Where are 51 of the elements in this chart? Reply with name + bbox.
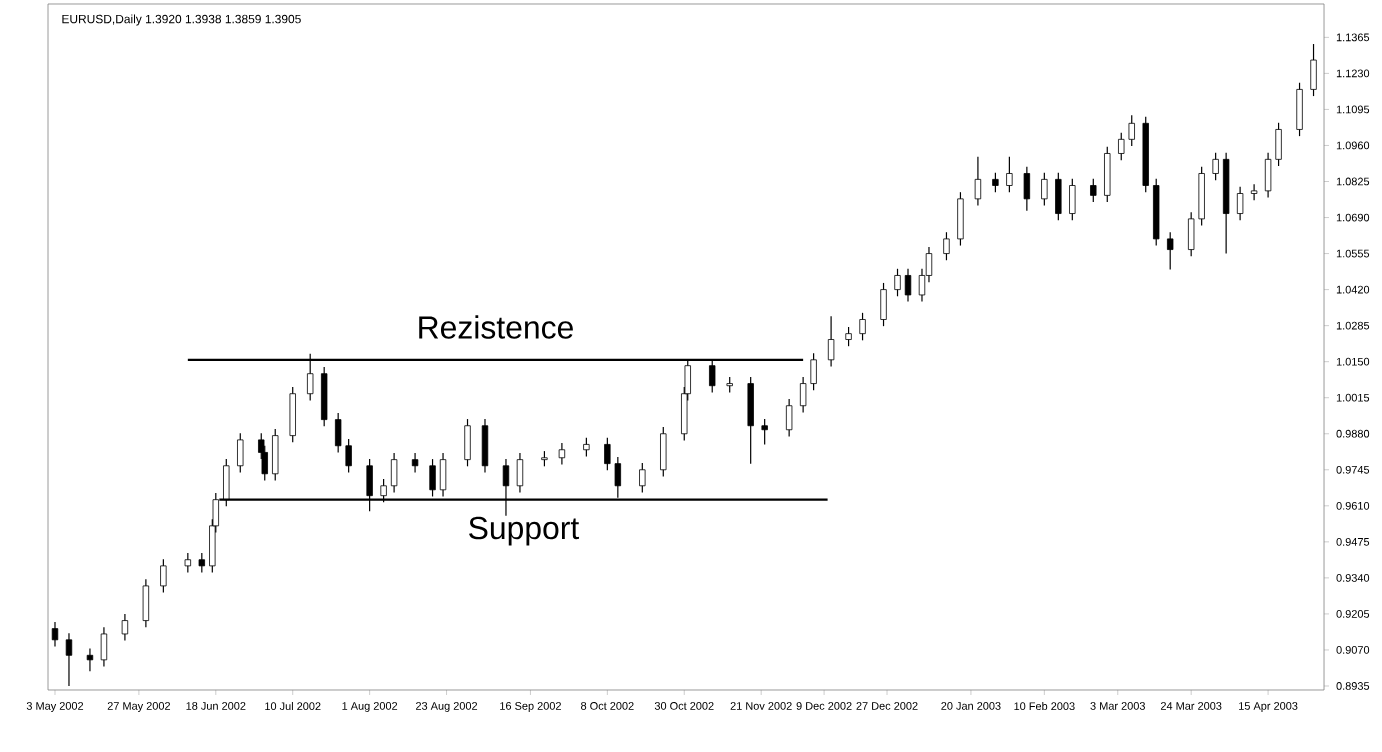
candlestick: [1296, 82, 1303, 137]
candlestick: [411, 452, 419, 474]
candlestick: [943, 231, 950, 261]
candlestick: [160, 558, 167, 594]
candlestick: [894, 268, 901, 297]
candlestick: [237, 432, 244, 474]
candlestick: [974, 156, 982, 207]
candlestick: [1090, 178, 1097, 203]
candlestick: [1167, 231, 1174, 271]
candlestick: [827, 315, 835, 368]
candlestick: [1006, 156, 1013, 193]
candlestick: [583, 437, 590, 458]
candlestick: [100, 626, 108, 668]
candlestick: [558, 442, 566, 466]
candlestick: [747, 376, 754, 465]
candlestick: [1250, 183, 1258, 201]
candlestick: [904, 268, 912, 303]
candlestick: [464, 418, 471, 467]
candlestick: [660, 426, 667, 478]
candlestick: [481, 418, 489, 474]
candlestick: [785, 398, 793, 438]
candlestick: [198, 552, 206, 574]
candlestick: [992, 172, 999, 193]
candlestick: [880, 282, 887, 327]
candlestick: [121, 613, 129, 642]
candlestick: [1041, 172, 1048, 207]
candlestick: [390, 452, 398, 494]
candlestick: [1023, 166, 1031, 212]
candlestick: [761, 418, 768, 446]
annotation: Support: [469, 516, 580, 546]
candlestick: [320, 366, 328, 427]
candlestick: [289, 386, 296, 443]
candlestick: [1069, 178, 1076, 221]
candlestick: [516, 452, 524, 494]
candlestick: [261, 445, 268, 482]
candlestick: [1212, 152, 1219, 181]
candlestick: [845, 326, 852, 347]
candlestick: [86, 648, 94, 672]
candlestick: [957, 191, 964, 247]
candlestick: [51, 621, 59, 648]
candlestick: [1236, 186, 1244, 221]
candlestick: [639, 462, 646, 494]
candlestick: [1104, 146, 1111, 203]
candlestick: [272, 428, 279, 482]
annotation: Rezistence: [419, 315, 573, 339]
candlestick: [142, 578, 150, 628]
candlestick: [1310, 43, 1317, 97]
candlestick: [184, 552, 192, 574]
candlestick: [65, 632, 73, 687]
candlestick: [1055, 172, 1062, 221]
candlestick: [859, 312, 866, 341]
